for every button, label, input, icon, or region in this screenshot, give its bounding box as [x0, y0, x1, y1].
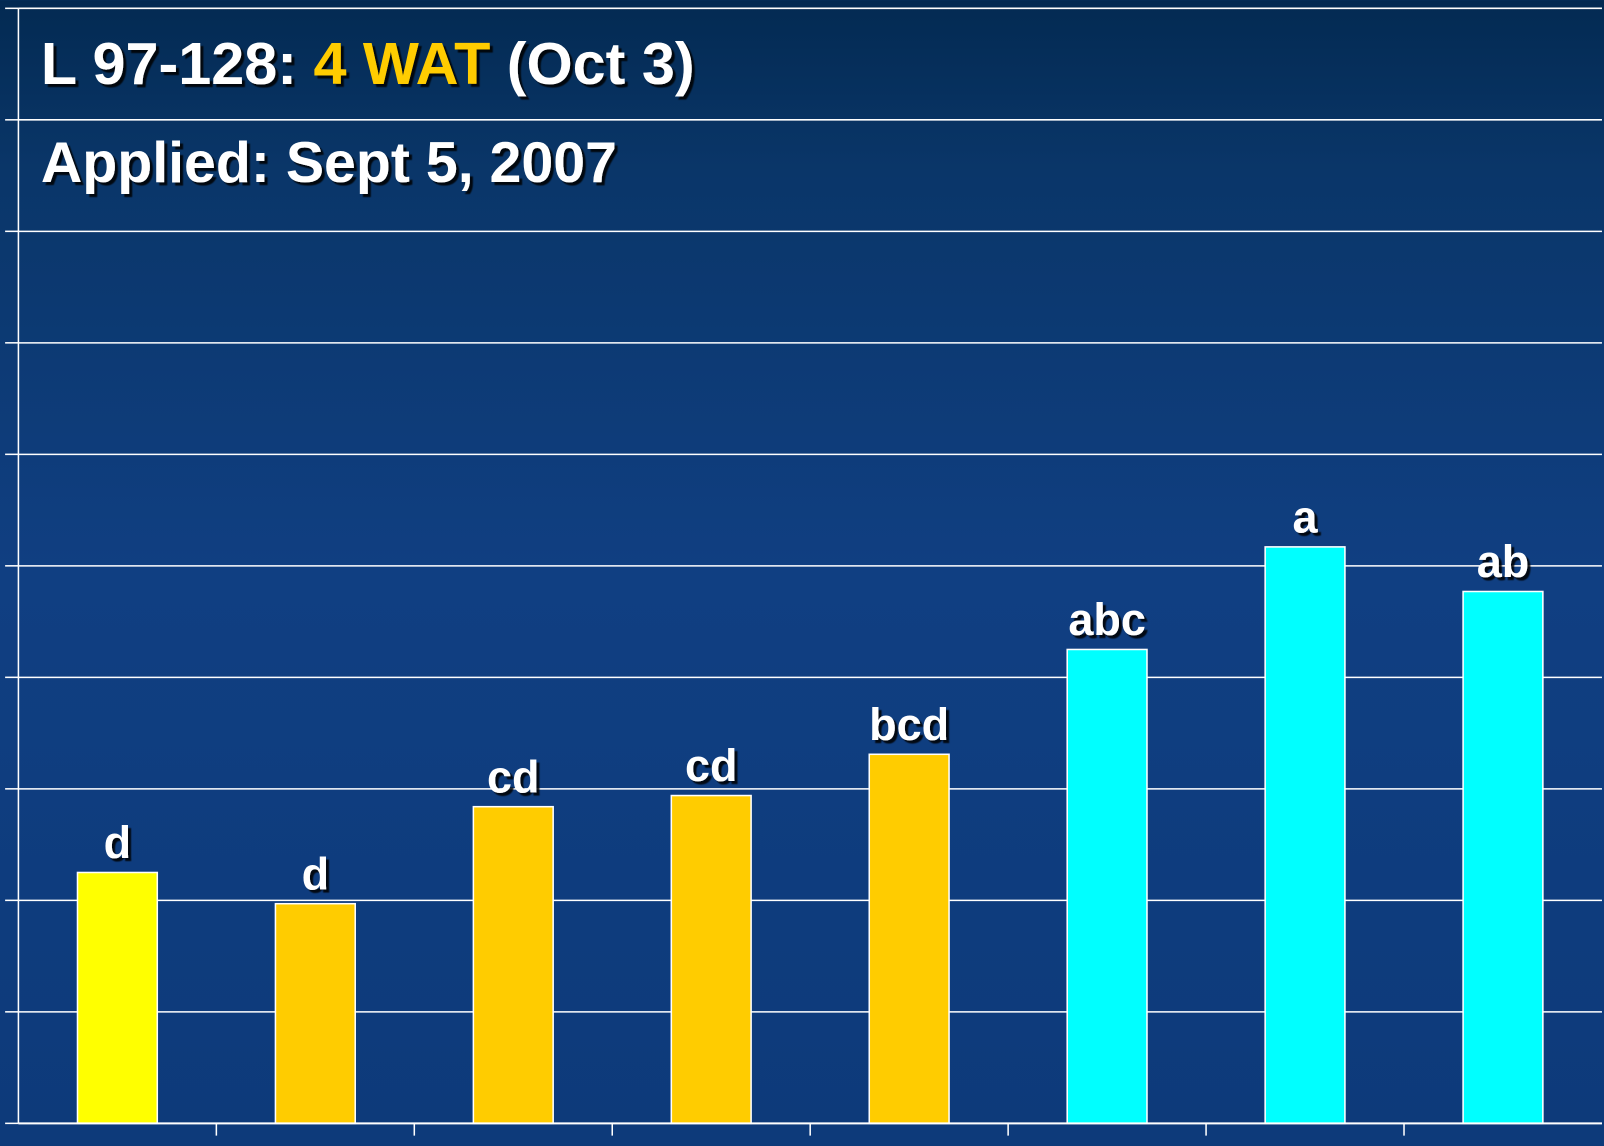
title-part: L 97-128:: [41, 30, 297, 97]
bar: [274, 902, 356, 1125]
bar-annotation: cd: [487, 751, 540, 802]
bar-annotation: a: [1293, 492, 1319, 543]
bar-annotation: d: [302, 848, 330, 899]
chart-subtitle: Applied: Sept 5, 2007: [41, 131, 617, 195]
bar: [868, 753, 950, 1125]
bar: [670, 794, 752, 1125]
chart-title: L 97-128: 4 WAT (Oct 3): [41, 30, 695, 97]
bar-annotation: abc: [1068, 594, 1146, 645]
bar: [472, 805, 554, 1125]
bar: [1462, 590, 1544, 1125]
bar: [76, 871, 159, 1125]
bar-annotation: ab: [1477, 536, 1530, 587]
title-part: (Oct 3): [507, 30, 695, 97]
title-highlight: 4 WAT: [313, 30, 490, 97]
bar-annotation: d: [104, 817, 132, 868]
bar-annotation: bcd: [869, 699, 949, 750]
bar: [1264, 546, 1346, 1125]
plot-area: d d cd cd bcd abc a ab: [5, 7, 1602, 1136]
bar: [1066, 648, 1148, 1125]
bar-annotation: cd: [685, 740, 738, 791]
